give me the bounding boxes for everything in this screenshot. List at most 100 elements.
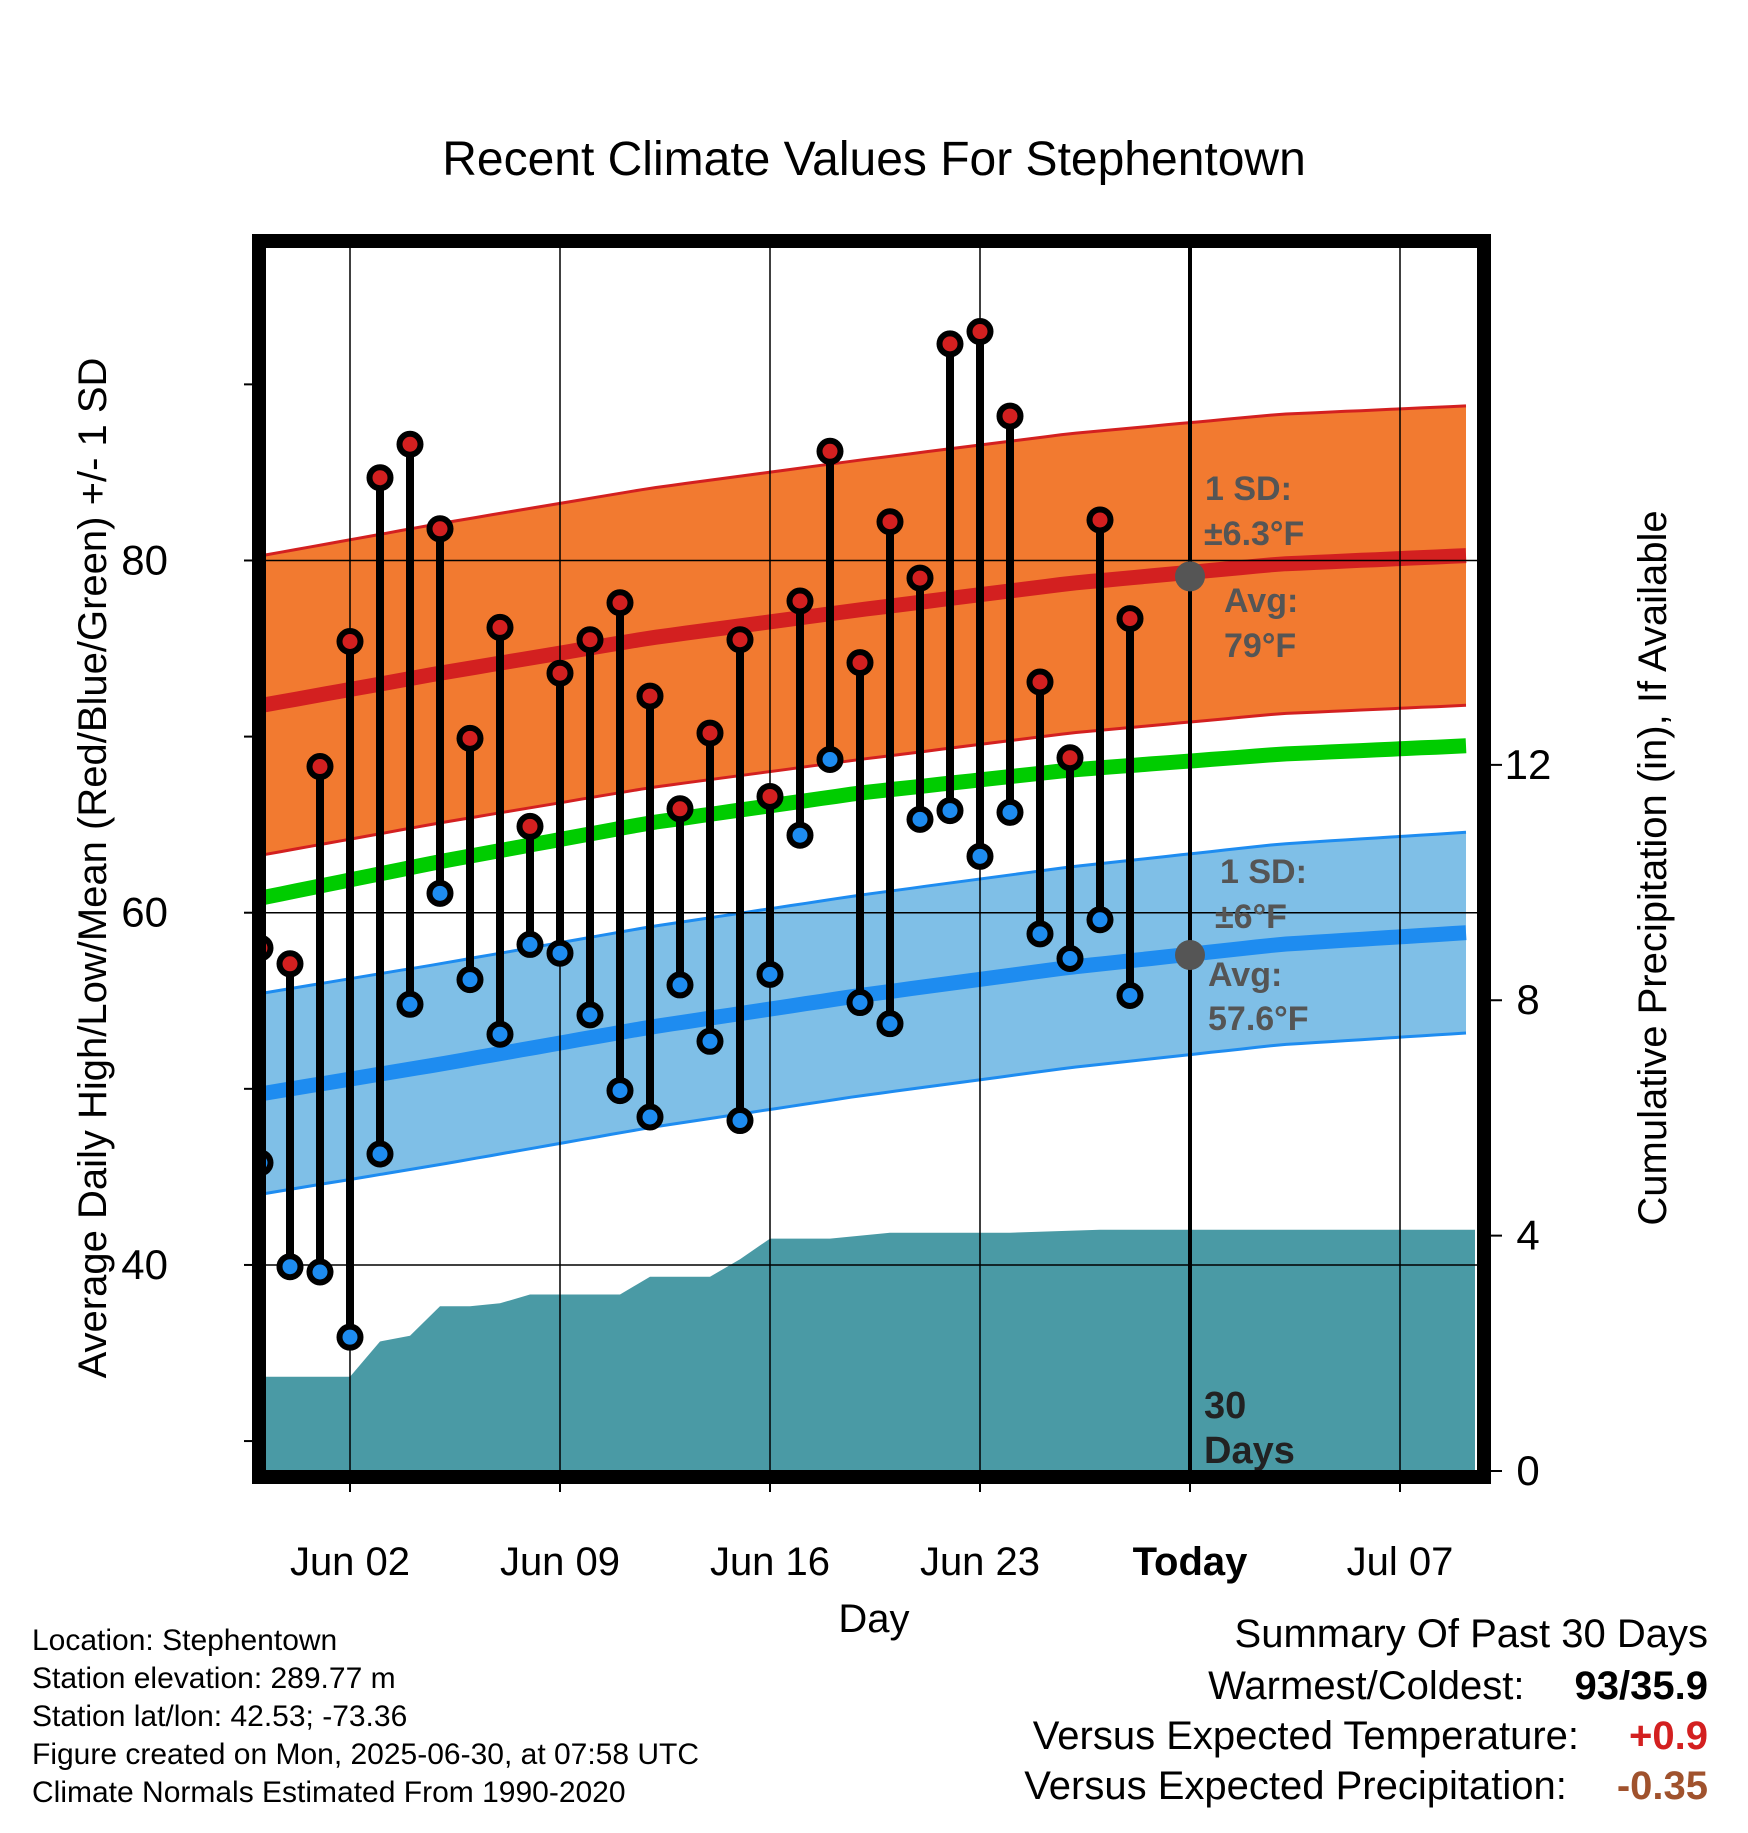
daily-high-point <box>1116 605 1144 633</box>
created-text: Figure created on Mon, 2025-06-30, at 07… <box>32 1738 700 1771</box>
low-sd-label: 1 SD: <box>1220 853 1307 891</box>
daily-low-point <box>816 745 844 773</box>
daily-high-point <box>336 627 364 655</box>
daily-high-point <box>786 587 814 615</box>
daily-high-point <box>906 564 934 592</box>
daily-high-point <box>696 719 724 747</box>
y-left-tick-label: 60 <box>121 889 168 936</box>
plot-frame <box>252 234 1491 1484</box>
x-tick-label: Jul 07 <box>1347 1540 1454 1584</box>
daily-high-point <box>876 508 904 536</box>
location-text: Location: Stephentown <box>32 1624 338 1657</box>
daily-low-point <box>1056 945 1084 973</box>
chart-title: Recent Climate Values For Stephentown <box>442 133 1306 186</box>
warm-cold-value: 93/35.9 <box>1574 1664 1708 1708</box>
daily-high-point <box>426 515 454 543</box>
daily-high-point <box>546 659 574 687</box>
y-right-axis-title: Cumulative Precipitation (in), If Availa… <box>1631 510 1675 1225</box>
y-right-tick-label: 8 <box>1516 976 1539 1023</box>
high-average-line <box>265 548 1467 713</box>
daily-high-point <box>816 437 844 465</box>
summary-warm-cold-row: Warmest/Coldest: 93/35.9 <box>1208 1664 1708 1709</box>
daily-low-point <box>636 1103 664 1131</box>
daily-low-point <box>606 1077 634 1105</box>
daily-low-point <box>756 960 784 988</box>
high-sd-band <box>265 405 1466 855</box>
daily-high-point <box>456 724 484 752</box>
daily-high-point <box>516 812 544 840</box>
daily-low-point <box>456 966 484 994</box>
days-count-label: 30 <box>1204 1385 1246 1427</box>
daily-high-point <box>1056 744 1084 772</box>
x-tick-label: Today <box>1133 1540 1249 1584</box>
low-band-lower-edge <box>265 1031 1467 1196</box>
daily-high-point <box>1026 668 1054 696</box>
low-average-line <box>265 925 1467 1101</box>
daily-low-point <box>576 1001 604 1029</box>
normals-period-text: Climate Normals Estimated From 1990-2020 <box>32 1776 626 1809</box>
y-left-tick-label: 80 <box>121 536 168 583</box>
today-high-avg-marker <box>1175 561 1205 592</box>
days-word-label: Days <box>1204 1430 1295 1472</box>
latlon-text: Station lat/lon: 42.53; -73.36 <box>32 1700 408 1733</box>
daily-low-point <box>276 1253 304 1281</box>
y-right-tick-label: 0 <box>1516 1447 1539 1494</box>
summary-precip-row: Versus Expected Precipitation: -0.35 <box>1024 1764 1708 1809</box>
mean-average-line <box>265 738 1467 905</box>
warm-cold-label: Warmest/Coldest: <box>1208 1664 1525 1708</box>
daily-high-point <box>576 626 604 654</box>
x-tick-label: Jun 23 <box>920 1540 1040 1584</box>
high-sd-value: ±6.3°F <box>1204 515 1304 553</box>
daily-low-point <box>906 805 934 833</box>
daily-low-point <box>486 1020 514 1048</box>
daily-low-point <box>726 1107 754 1135</box>
low-band-upper-edge <box>265 830 1467 995</box>
daily-high-point <box>966 318 994 346</box>
low-sd-value: ±6°F <box>1215 898 1287 936</box>
plot-area <box>265 247 1478 1471</box>
x-axis-title: Day <box>838 1597 909 1641</box>
daily-high-point <box>486 613 514 641</box>
precipitation-area <box>265 1229 1475 1471</box>
daily-low-point <box>426 879 454 907</box>
daily-high-point <box>1086 506 1114 534</box>
y-left-axis-title: Average Daily High/Low/Mean (Red/Blue/Gr… <box>71 358 115 1379</box>
today-low-avg-marker <box>1175 939 1205 970</box>
daily-low-point <box>336 1323 364 1351</box>
temp-departure-value: +0.9 <box>1629 1714 1708 1758</box>
daily-low-point <box>876 1010 904 1038</box>
temp-departure-label: Versus Expected Temperature: <box>1032 1714 1580 1758</box>
high-avg-label: Avg: <box>1224 582 1298 620</box>
low-avg-value: 57.6°F <box>1208 1000 1309 1038</box>
daily-low-point <box>1026 920 1054 948</box>
daily-low-point <box>966 842 994 870</box>
daily-low-point <box>936 797 964 825</box>
station-info: Location: Stephentown Station elevation:… <box>32 1622 699 1812</box>
daily-high-point <box>666 795 694 823</box>
y-right-tick-label: 4 <box>1516 1212 1539 1259</box>
y-left-tick-label: 40 <box>121 1241 168 1288</box>
daily-low-point <box>546 939 574 967</box>
precip-departure-value: -0.35 <box>1616 1764 1708 1808</box>
daily-low-point <box>366 1140 394 1168</box>
daily-high-point <box>756 782 784 810</box>
daily-low-point <box>1086 906 1114 934</box>
daily-low-point <box>516 930 544 958</box>
summary-title: Summary Of Past 30 Days <box>1234 1612 1708 1656</box>
high-sd-label: 1 SD: <box>1205 470 1292 508</box>
daily-low-point <box>265 1150 274 1176</box>
daily-low-point <box>696 1027 724 1055</box>
summary-temp-row: Versus Expected Temperature: +0.9 <box>1033 1714 1708 1759</box>
daily-high-point <box>936 330 964 358</box>
daily-high-point <box>396 430 424 458</box>
daily-low-point <box>1116 981 1144 1009</box>
daily-low-point <box>846 989 874 1017</box>
x-tick-label: Jun 16 <box>710 1540 830 1584</box>
x-tick-label: Jun 09 <box>500 1540 620 1584</box>
high-avg-value: 79°F <box>1224 627 1296 665</box>
y-right-tick-label: 12 <box>1505 741 1552 788</box>
daily-high-point <box>265 935 274 961</box>
daily-high-point <box>276 950 304 978</box>
